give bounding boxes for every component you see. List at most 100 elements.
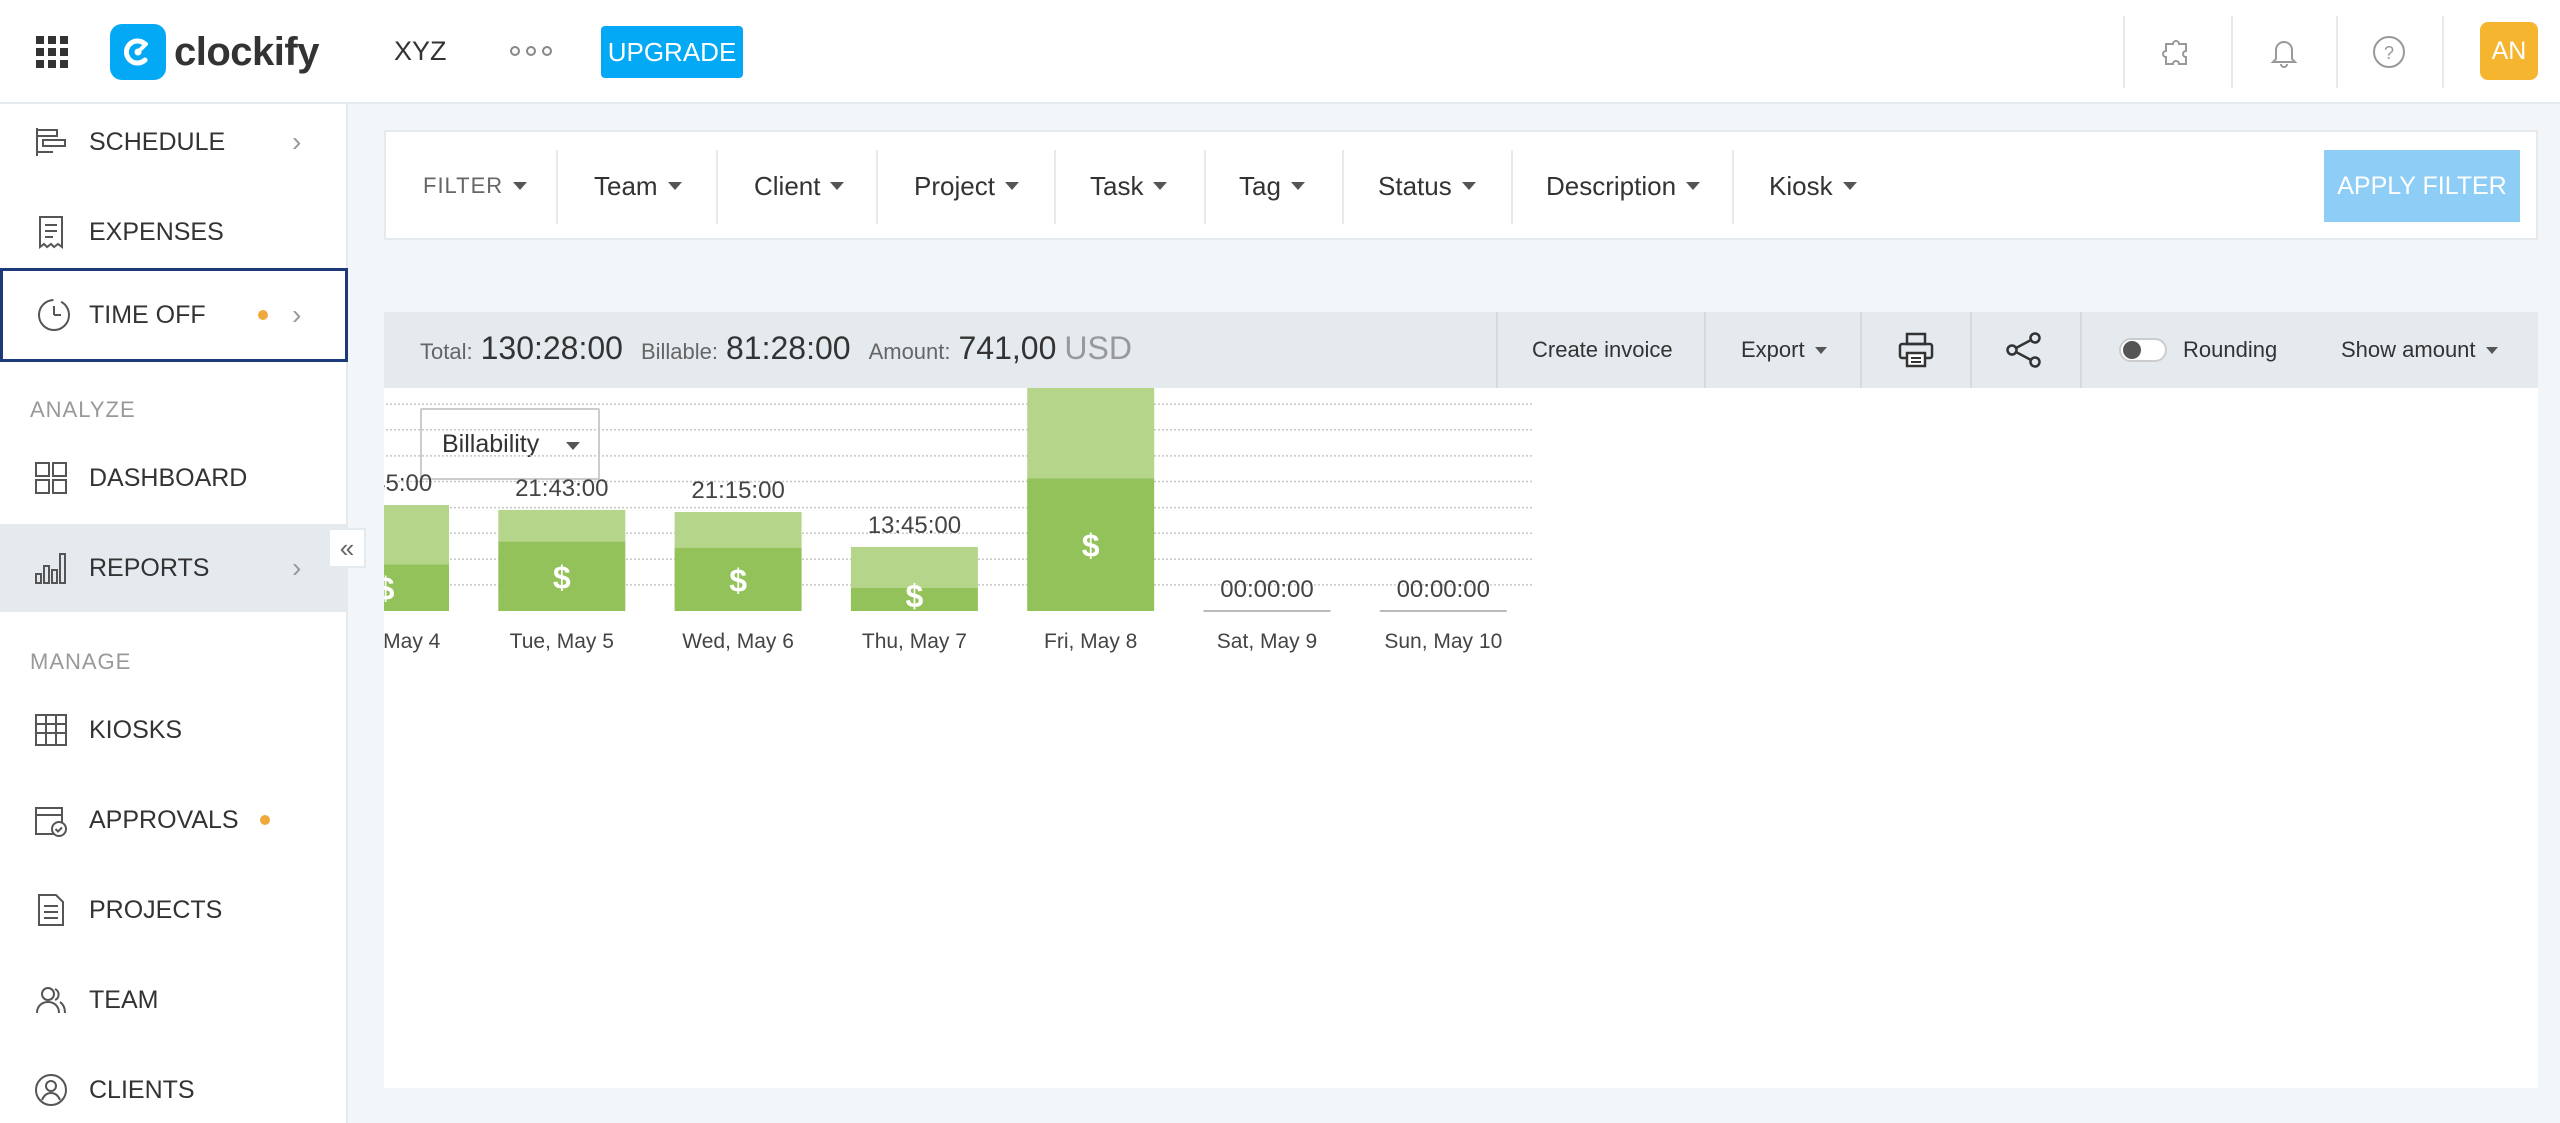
rounding-toggle[interactable]: Rounding bbox=[2119, 312, 2277, 388]
sidebar-item-schedule[interactable]: SCHEDULE › bbox=[0, 98, 348, 186]
filter-label: Team bbox=[594, 170, 658, 201]
sidebar-item-label: SCHEDULE bbox=[89, 127, 226, 156]
show-amount-dropdown[interactable]: Show amount bbox=[2341, 312, 2498, 388]
rounding-label: Rounding bbox=[2183, 337, 2278, 362]
description-filter[interactable]: Description bbox=[1546, 150, 1701, 222]
bar-billable bbox=[1027, 478, 1155, 611]
workspace-name[interactable]: XYZ bbox=[394, 36, 447, 66]
bar-chart-icon bbox=[32, 549, 70, 587]
sidebar-item-reports[interactable]: REPORTS › bbox=[0, 524, 348, 612]
filter-label: Description bbox=[1546, 170, 1677, 201]
create-invoice-button[interactable]: Create invoice bbox=[1532, 337, 1673, 362]
chevron-right-icon: › bbox=[292, 299, 302, 330]
bar-billable bbox=[850, 587, 978, 611]
divider bbox=[556, 150, 558, 224]
caret-down-icon bbox=[2485, 346, 2498, 354]
team-icon bbox=[32, 981, 70, 1019]
app-logo[interactable]: clockify bbox=[110, 24, 319, 80]
caret-down-icon bbox=[1814, 346, 1827, 354]
client-icon bbox=[32, 1071, 70, 1109]
caret-down-icon bbox=[1004, 182, 1019, 190]
bar-nonbillable bbox=[384, 505, 449, 565]
notification-dot bbox=[260, 815, 270, 825]
sidebar-item-label: TEAM bbox=[89, 985, 159, 1014]
toggle-switch[interactable] bbox=[2119, 338, 2167, 362]
filter-bar: FILTER Team Client Project Task Tag Stat… bbox=[384, 130, 2538, 240]
caret-down-icon bbox=[513, 182, 528, 190]
client-filter[interactable]: Client bbox=[754, 150, 845, 222]
total-label: Total: bbox=[420, 339, 473, 364]
share-icon[interactable] bbox=[2004, 312, 2044, 388]
amount-value: 741,00 bbox=[958, 330, 1057, 366]
divider bbox=[1704, 312, 1706, 388]
sidebar-item-time-off[interactable]: TIME OFF › bbox=[0, 268, 348, 362]
divider bbox=[1732, 150, 1734, 224]
export-label: Export bbox=[1741, 337, 1805, 362]
billable-marker: $ bbox=[729, 562, 747, 598]
total-value: 130:28:00 bbox=[480, 330, 623, 366]
divider bbox=[1860, 312, 1862, 388]
extensions-puzzle-icon[interactable] bbox=[2123, 16, 2227, 88]
divider bbox=[876, 150, 878, 224]
group-by-dropdown[interactable]: Billability bbox=[420, 408, 600, 480]
sidebar-item-label: APPROVALS bbox=[89, 805, 239, 834]
bar-nonbillable bbox=[1027, 388, 1155, 479]
billable-marker: $ bbox=[384, 571, 395, 607]
chevron-right-icon: › bbox=[292, 126, 302, 157]
filter-label: Kiosk bbox=[1769, 170, 1833, 201]
amount-label: Amount: bbox=[868, 339, 951, 364]
chart-panel: Billability 5.6h11.1h16.7h22.2h27.8h33.3… bbox=[384, 388, 2538, 1088]
sidebar-item-clients[interactable]: CLIENTS bbox=[0, 1046, 348, 1123]
sidebar-item-expenses[interactable]: EXPENSES bbox=[0, 188, 348, 276]
caret-down-icon bbox=[1461, 182, 1476, 190]
filter-label: Task bbox=[1090, 170, 1144, 201]
notifications-bell-icon[interactable] bbox=[2231, 16, 2335, 88]
bar-billable bbox=[384, 564, 449, 611]
help-icon[interactable]: ? bbox=[2336, 16, 2440, 88]
caret-down-icon bbox=[830, 182, 845, 190]
task-filter[interactable]: Task bbox=[1090, 150, 1168, 222]
project-filter[interactable]: Project bbox=[914, 150, 1019, 222]
filter-label: Tag bbox=[1239, 170, 1281, 201]
user-avatar[interactable]: AN bbox=[2480, 22, 2538, 80]
x-tick-label: Fri, May 8 bbox=[1044, 630, 1137, 653]
more-options-icon[interactable] bbox=[510, 46, 552, 56]
x-tick-label: Sun, May 10 bbox=[1384, 630, 1502, 653]
caret-down-icon bbox=[566, 442, 580, 450]
collapse-sidebar-icon[interactable]: « bbox=[328, 528, 366, 568]
tag-filter[interactable]: Tag bbox=[1239, 150, 1305, 222]
divider bbox=[2080, 312, 2082, 388]
bar-total-label: 00:00:00 bbox=[1220, 576, 1313, 603]
export-dropdown[interactable]: Export bbox=[1741, 312, 1827, 388]
apps-grid-icon[interactable] bbox=[36, 36, 68, 68]
caret-down-icon bbox=[1290, 182, 1305, 190]
svg-text:?: ? bbox=[2384, 43, 2394, 63]
apply-filter-button[interactable]: APPLY FILTER bbox=[2324, 150, 2520, 222]
divider bbox=[1204, 150, 1206, 224]
sidebar-item-approvals[interactable]: APPROVALS bbox=[0, 776, 348, 864]
sidebar-item-label: PROJECTS bbox=[89, 895, 223, 924]
bar-total-label: 21:43:00 bbox=[515, 475, 608, 502]
sidebar-item-projects[interactable]: PROJECTS bbox=[0, 866, 348, 954]
status-filter[interactable]: Status bbox=[1378, 150, 1476, 222]
report-summary-bar: Total: 130:28:00 Billable: 81:28:00 Amou… bbox=[384, 312, 2538, 388]
filter-label: Client bbox=[754, 170, 821, 201]
kiosk-icon bbox=[32, 711, 70, 749]
receipt-icon bbox=[32, 213, 70, 251]
x-tick-label: Tue, May 5 bbox=[510, 630, 614, 653]
dashboard-icon bbox=[32, 459, 70, 497]
approval-icon bbox=[32, 801, 70, 839]
x-tick-label: Thu, May 7 bbox=[862, 630, 967, 653]
divider bbox=[1511, 150, 1513, 224]
sidebar-item-dashboard[interactable]: DASHBOARD bbox=[0, 434, 348, 522]
caret-down-icon bbox=[667, 182, 682, 190]
kiosk-filter[interactable]: Kiosk bbox=[1769, 150, 1857, 222]
sidebar-item-team[interactable]: TEAM bbox=[0, 956, 348, 1044]
bar-nonbillable bbox=[674, 512, 802, 548]
team-filter[interactable]: Team bbox=[594, 150, 682, 222]
upgrade-button[interactable]: UPGRADE bbox=[601, 26, 743, 78]
x-tick-label: Mon, May 4 bbox=[384, 630, 441, 653]
print-icon[interactable] bbox=[1896, 312, 1936, 388]
filter-dropdown[interactable]: FILTER bbox=[423, 150, 528, 222]
sidebar-item-kiosks[interactable]: KIOSKS bbox=[0, 686, 348, 774]
